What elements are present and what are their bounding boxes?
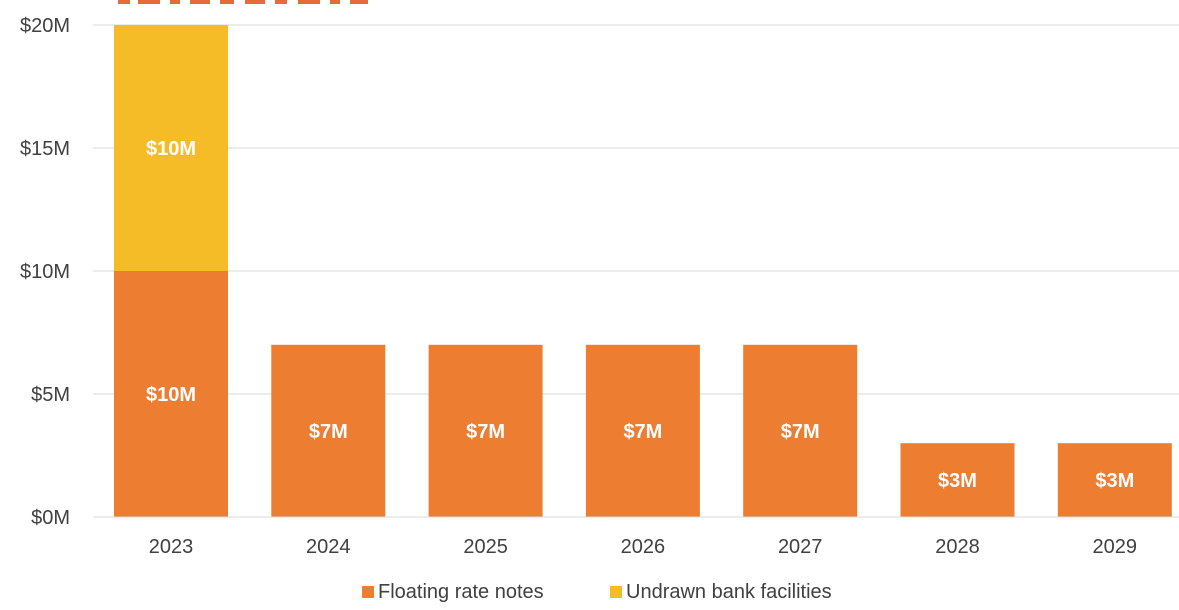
bar-segment: [428, 344, 543, 517]
y-tick-label: $5M: [31, 384, 70, 406]
title-fragment-stroke: [275, 0, 287, 4]
title-fragment-stroke: [170, 0, 180, 4]
bar-segment: [1057, 443, 1172, 517]
gridlines: [93, 24, 1179, 395]
bar-data-label: $10M: [146, 138, 196, 160]
x-tick-label: 2024: [306, 536, 351, 558]
x-tick-label: 2027: [778, 536, 823, 558]
title-fragment-stroke: [220, 0, 234, 4]
legend-item: Undrawn bank facilities: [610, 581, 832, 603]
bar-data-label: $10M: [146, 384, 196, 406]
x-tick-label: 2026: [621, 536, 666, 558]
x-axis: 2023 2024 2025 2026 2027 2028 2029: [93, 516, 1179, 558]
legend-label: Floating rate notes: [378, 581, 544, 603]
title-fragment-stroke: [245, 0, 265, 4]
bar-segment: [271, 344, 386, 517]
bar-data-label: $7M: [623, 421, 662, 443]
legend-swatch: [610, 586, 622, 598]
bar-segment: [585, 344, 700, 517]
bar-data-label: $7M: [781, 421, 820, 443]
bar-segment: [743, 344, 858, 517]
legend-item: Floating rate notes: [362, 581, 544, 603]
bar-data-label: $7M: [466, 421, 505, 443]
y-tick-label: $10M: [20, 261, 70, 283]
bar-data-label: $7M: [309, 421, 348, 443]
bar-segment: [114, 25, 228, 271]
legend-label: Undrawn bank facilities: [626, 581, 832, 603]
x-tick-label: 2025: [463, 536, 508, 558]
y-tick-label: $15M: [20, 138, 70, 160]
y-tick-label: $20M: [20, 15, 70, 37]
x-tick-label: 2028: [935, 536, 980, 558]
title-fragment-stroke: [350, 0, 368, 4]
y-axis: $0M $5M $10M $15M $20M: [20, 15, 70, 529]
clipped-title-fragment: [118, 0, 368, 4]
legend: Floating rate notes Undrawn bank faciliti…: [362, 581, 832, 603]
title-fragment-stroke: [190, 0, 210, 4]
y-tick-label: $0M: [31, 507, 70, 529]
title-fragment-stroke: [330, 0, 340, 4]
x-tick-label: 2023: [149, 536, 194, 558]
legend-swatch: [362, 586, 374, 598]
bars: $10M $10M $7M $7M $7M $7M $3M $3M: [114, 25, 1172, 517]
bar-data-label: $3M: [1095, 470, 1134, 492]
title-fragment-stroke: [118, 0, 130, 4]
bar-segment: [114, 271, 228, 517]
x-tick-label: 2029: [1093, 536, 1138, 558]
title-fragment-stroke: [298, 0, 320, 4]
bar-data-label: $3M: [938, 470, 977, 492]
bar-segment: [900, 443, 1015, 517]
title-fragment-stroke: [138, 0, 160, 4]
